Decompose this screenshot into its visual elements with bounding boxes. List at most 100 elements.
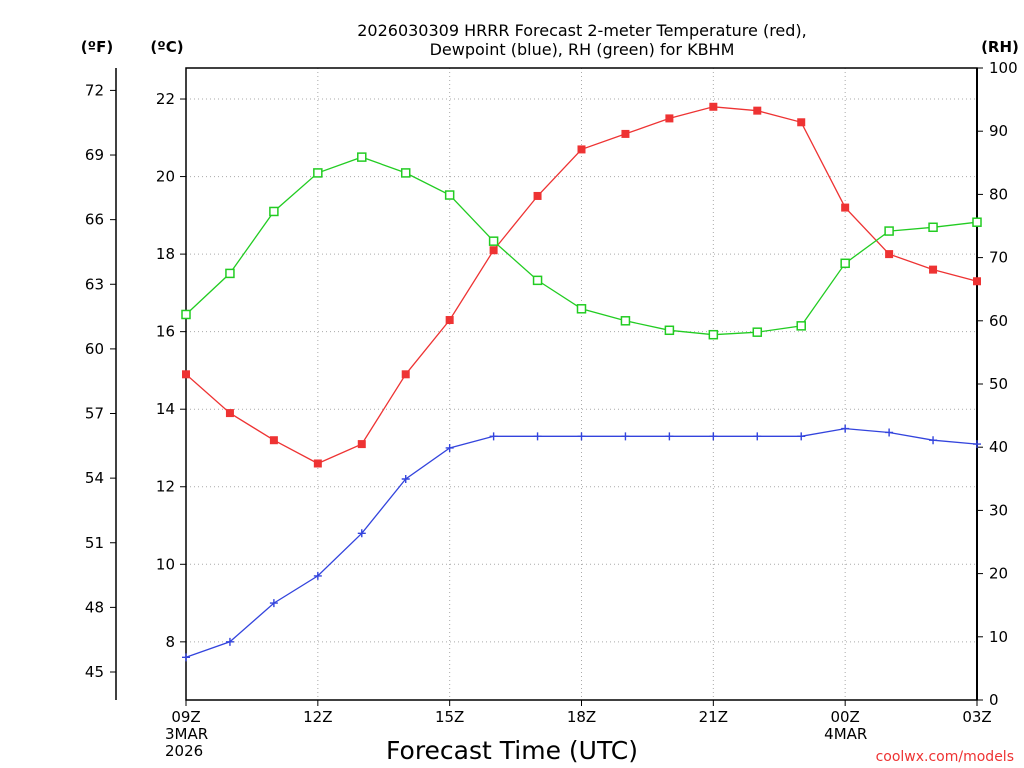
fahrenheit-tick-labels: 45 48 51 54 57 60 63 66 69 72 bbox=[85, 81, 116, 681]
dewpoint-point bbox=[841, 424, 850, 433]
rh-point bbox=[400, 168, 411, 178]
fahrenheit-tick-label: 69 bbox=[85, 146, 104, 164]
dewpoint-point bbox=[973, 440, 981, 449]
temperature-point bbox=[269, 436, 278, 445]
fahrenheit-unit-label: (ºF) bbox=[81, 38, 113, 56]
rh-unit-label: (RH) bbox=[981, 38, 1019, 56]
dewpoint-point bbox=[225, 637, 234, 646]
x-tick-label: 12Z bbox=[303, 708, 332, 726]
temperature-point bbox=[182, 370, 190, 379]
celsius-tick-label: 14 bbox=[156, 400, 175, 418]
temperature-point bbox=[401, 370, 410, 379]
celsius-tick-label: 22 bbox=[156, 90, 175, 108]
rh-point bbox=[444, 190, 455, 200]
chart-title-line2: Dewpoint (blue), RH (green) for KBHM bbox=[430, 40, 735, 59]
rh-point bbox=[928, 222, 938, 233]
dewpoint-point bbox=[269, 599, 278, 608]
temperature-point bbox=[445, 316, 454, 325]
rh-point bbox=[269, 206, 279, 217]
rh-point bbox=[488, 236, 499, 246]
rh-tick-label: 40 bbox=[989, 438, 1008, 456]
x-tick-label: 00Z bbox=[830, 708, 859, 726]
fahrenheit-tick-label: 66 bbox=[85, 211, 104, 229]
celsius-tick-label: 8 bbox=[165, 633, 175, 651]
chart-title-line1: 2026030309 HRRR Forecast 2-meter Tempera… bbox=[357, 21, 807, 40]
temperature-point bbox=[973, 277, 981, 286]
fahrenheit-tick-label: 57 bbox=[85, 405, 104, 423]
temperature-point bbox=[533, 191, 542, 200]
rh-point bbox=[664, 325, 675, 336]
temperature-point bbox=[357, 440, 366, 449]
rh-tick-label: 0 bbox=[989, 691, 999, 709]
dewpoint-line bbox=[185, 427, 978, 658]
temperature-point bbox=[621, 129, 630, 138]
rh-tick-label: 80 bbox=[989, 185, 1008, 203]
x-tick-label: 03Z bbox=[962, 708, 991, 726]
fahrenheit-tick-label: 54 bbox=[85, 469, 104, 487]
series-layer bbox=[181, 102, 982, 662]
x-tick-label: 3MAR bbox=[165, 725, 208, 743]
fahrenheit-tick-label: 45 bbox=[85, 663, 104, 681]
rh-tick-label: 20 bbox=[989, 565, 1008, 583]
dewpoint-point bbox=[929, 436, 938, 445]
x-axis-label: Forecast Time (UTC) bbox=[386, 736, 638, 765]
credit-text: coolwx.com/models bbox=[876, 749, 1014, 765]
dewpoint-point bbox=[313, 571, 322, 580]
dewpoint-point bbox=[665, 432, 674, 441]
rh-tick-label: 50 bbox=[989, 375, 1008, 393]
dewpoint-point bbox=[621, 432, 630, 441]
x-tick-label: 18Z bbox=[567, 708, 596, 726]
rh-tick-label: 30 bbox=[989, 501, 1008, 519]
rh-tick-label: 10 bbox=[989, 628, 1008, 646]
x-tick-label: 09Z bbox=[171, 708, 200, 726]
dewpoint-point bbox=[357, 529, 366, 538]
rh-point bbox=[752, 327, 763, 337]
temperature-point bbox=[489, 246, 498, 255]
celsius-tick-label: 12 bbox=[156, 478, 175, 496]
fahrenheit-tick-label: 63 bbox=[85, 275, 104, 293]
rh-point bbox=[620, 316, 631, 326]
fahrenheit-tick-label: 60 bbox=[85, 340, 104, 358]
dewpoint-point bbox=[797, 432, 806, 441]
dewpoint-point bbox=[709, 432, 718, 441]
dewpoint-point bbox=[753, 432, 762, 441]
rh-tick-label: 100 bbox=[989, 59, 1018, 77]
dewpoint-point bbox=[533, 432, 542, 441]
rh-point bbox=[796, 321, 806, 331]
temperature-point bbox=[753, 106, 762, 115]
temperature-point bbox=[929, 265, 938, 274]
rh-point bbox=[313, 168, 323, 178]
rh-point bbox=[840, 258, 850, 269]
temperature-point bbox=[709, 102, 718, 111]
rh-tick-labels: 0 10 20 30 40 50 60 70 80 90 100 bbox=[977, 59, 1018, 709]
x-tick-label: 2026 bbox=[165, 742, 203, 760]
celsius-tick-labels: 8 10 12 14 16 18 20 22 bbox=[156, 90, 186, 651]
dewpoint-point bbox=[401, 474, 410, 483]
temperature-point bbox=[665, 114, 674, 123]
fahrenheit-tick-label: 51 bbox=[85, 534, 104, 552]
fahrenheit-tick-label: 48 bbox=[85, 598, 104, 616]
rh-point bbox=[972, 217, 982, 227]
rh-point bbox=[181, 309, 191, 320]
grid-lines bbox=[186, 68, 977, 700]
dewpoint-point bbox=[577, 432, 586, 441]
fahrenheit-tick-label: 72 bbox=[85, 81, 104, 99]
temperature-point bbox=[225, 409, 234, 418]
x-tick-label: 15Z bbox=[435, 708, 464, 726]
celsius-unit-label: (ºC) bbox=[150, 38, 183, 56]
rh-point bbox=[532, 275, 543, 286]
temperature-point bbox=[797, 118, 806, 127]
dewpoint-point bbox=[182, 653, 190, 662]
rh-point bbox=[884, 226, 894, 236]
celsius-tick-label: 18 bbox=[156, 245, 175, 263]
x-tick-label: 4MAR bbox=[824, 725, 867, 743]
temperature-point bbox=[313, 459, 322, 468]
rh-point bbox=[708, 329, 719, 340]
x-tick-label: 21Z bbox=[699, 708, 728, 726]
rh-tick-label: 70 bbox=[989, 249, 1008, 267]
temperature-point bbox=[577, 145, 586, 154]
dewpoint-point bbox=[445, 443, 454, 452]
temperature-point bbox=[841, 203, 850, 212]
